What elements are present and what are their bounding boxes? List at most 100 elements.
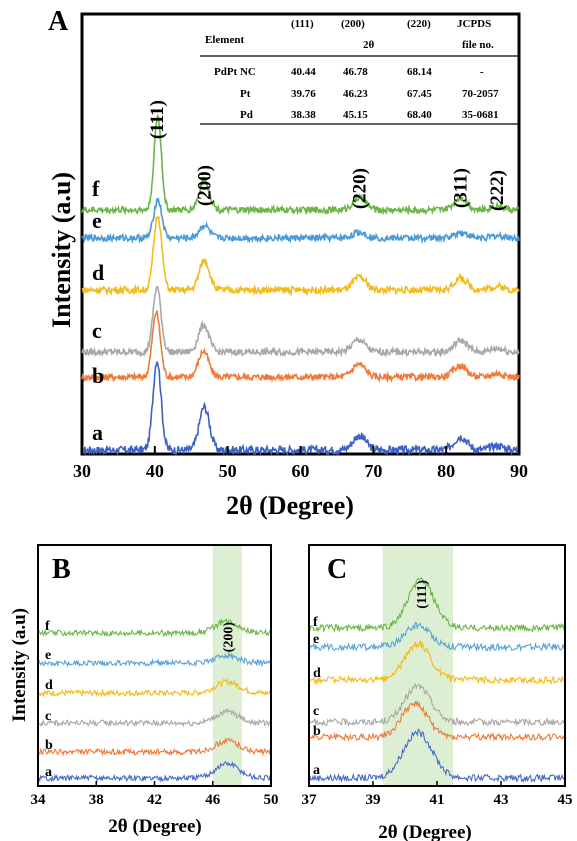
panel-b-peak-labels: (200) <box>221 622 236 653</box>
series-line-a <box>308 728 566 783</box>
table-header-jcpds: JCPDS <box>457 18 491 30</box>
table-cell: 46.78 <box>343 66 368 78</box>
peak-label: (200) <box>221 622 236 653</box>
x-tick-label: 30 <box>73 461 91 481</box>
peak-label: (222) <box>487 170 508 211</box>
panel-c: C 2θ (Degree) 37 39 41 43 45 (111) a bc d ef <box>302 544 573 841</box>
series-line-d <box>308 639 566 686</box>
series-label-c: c <box>313 704 319 719</box>
series-label-c: c <box>92 318 102 343</box>
x-tick-label: 37 <box>302 792 318 808</box>
table-cell: 45.15 <box>343 109 368 121</box>
peak-label: (311) <box>451 168 472 208</box>
series-line-c <box>308 682 566 727</box>
panel-c-curve-labels: a bc d ef <box>313 615 321 778</box>
panel-b-curves <box>37 618 272 783</box>
peak-label: (111) <box>147 100 168 139</box>
table-cell: PdPt NC <box>214 66 256 78</box>
panel-b-ylabel: Intensity (a.u) <box>9 608 30 722</box>
x-tick-label: 50 <box>219 461 237 481</box>
x-tick-label: 46 <box>205 792 221 808</box>
x-tick-label: 80 <box>437 461 455 481</box>
series-line-d <box>81 215 520 297</box>
table-header-220: (220) <box>407 18 431 30</box>
panel-b-ticks: 34 38 42 46 50 <box>31 781 279 808</box>
x-tick-label: 90 <box>510 461 528 481</box>
series-line-a <box>81 361 520 457</box>
panel-a-letter: A <box>48 6 69 37</box>
series-label-e: e <box>92 208 102 233</box>
x-tick-label: 38 <box>89 792 104 808</box>
series-line-e <box>81 197 520 245</box>
x-tick-label: 42 <box>147 792 162 808</box>
table-cell: 39.76 <box>291 88 316 100</box>
peak-label: (200) <box>194 165 215 206</box>
series-label-e: e <box>45 648 51 663</box>
table-cell: 68.40 <box>407 109 432 121</box>
series-line-d <box>37 677 272 698</box>
x-tick-label: 41 <box>430 792 445 808</box>
panel-b-curve-labels: abc def <box>45 619 53 780</box>
panel-a-curve-labels: a bc d ef <box>92 176 104 445</box>
series-line-f <box>37 618 272 638</box>
series-label-d: d <box>313 666 321 681</box>
series-line-e <box>308 621 565 653</box>
panel-c-letter: C <box>327 554 347 585</box>
panel-c-ticks: 37 39 41 43 45 <box>302 781 573 808</box>
table-header-111: (111) <box>291 18 314 30</box>
series-label-f: f <box>313 615 318 630</box>
series-label-b: b <box>45 738 53 753</box>
series-line-b <box>81 310 520 384</box>
table-header-fileno: file no. <box>462 39 494 51</box>
series-label-a: a <box>313 763 320 778</box>
table-cell: - <box>480 66 484 78</box>
panel-a-peak-labels: (111) (200) (220) (311) (222) <box>147 100 508 211</box>
panel-b-xlabel: 2θ (Degree) <box>108 816 201 837</box>
series-line-b <box>308 699 566 742</box>
series-line-f <box>308 577 566 633</box>
table-cell: 40.44 <box>291 66 316 78</box>
series-line-a <box>37 761 272 783</box>
series-label-e: e <box>313 632 319 647</box>
panel-c-highlight-band <box>382 545 453 786</box>
series-label-a: a <box>45 765 52 780</box>
panel-b-letter: B <box>52 554 71 585</box>
series-label-f: f <box>92 176 100 201</box>
x-tick-label: 34 <box>31 792 47 808</box>
peak-label: (111) <box>415 580 430 609</box>
table-cell: Pd <box>240 109 253 121</box>
panel-c-peak-labels: (111) <box>415 580 430 609</box>
panel-a: A Intensity (a.u) 2θ (Degree) 30 40 50 60 70… <box>47 6 528 520</box>
series-label-b: b <box>313 724 321 739</box>
panel-a-ticks: 30 40 50 60 70 80 90 <box>73 446 528 481</box>
series-label-d: d <box>92 260 104 285</box>
peak-label: (220) <box>349 168 370 209</box>
x-tick-label: 40 <box>146 461 164 481</box>
x-tick-label: 70 <box>364 461 382 481</box>
panel-a-ylabel: Intensity (a.u) <box>47 172 76 328</box>
table-header-element: Element <box>205 34 244 46</box>
series-label-b: b <box>92 363 104 388</box>
table-cell: 70-2057 <box>462 88 499 100</box>
table-cell: 46.23 <box>343 88 368 100</box>
table-cell: 38.38 <box>291 109 316 121</box>
series-label-d: d <box>45 678 53 693</box>
panel-c-curves <box>308 577 566 783</box>
x-tick-label: 39 <box>366 792 381 808</box>
series-line-e <box>37 651 272 668</box>
series-label-c: c <box>45 709 51 724</box>
series-label-a: a <box>92 420 103 445</box>
panel-a-xlabel: 2θ (Degree) <box>226 491 354 520</box>
series-line-c <box>37 708 272 728</box>
series-line-c <box>81 285 520 358</box>
table-header-200: (200) <box>341 18 365 30</box>
table-cell: Pt <box>240 88 251 100</box>
table-cell: 68.14 <box>407 66 432 78</box>
panel-b-highlight-band <box>212 545 242 786</box>
panel-c-xlabel: 2θ (Degree) <box>378 822 471 841</box>
lattice-table: Element (111) (200) (220) JCPDS 2θ file … <box>200 18 518 125</box>
table-cell: 35-0681 <box>462 109 499 121</box>
panel-a-curves <box>81 113 520 457</box>
series-line-b <box>37 737 272 757</box>
